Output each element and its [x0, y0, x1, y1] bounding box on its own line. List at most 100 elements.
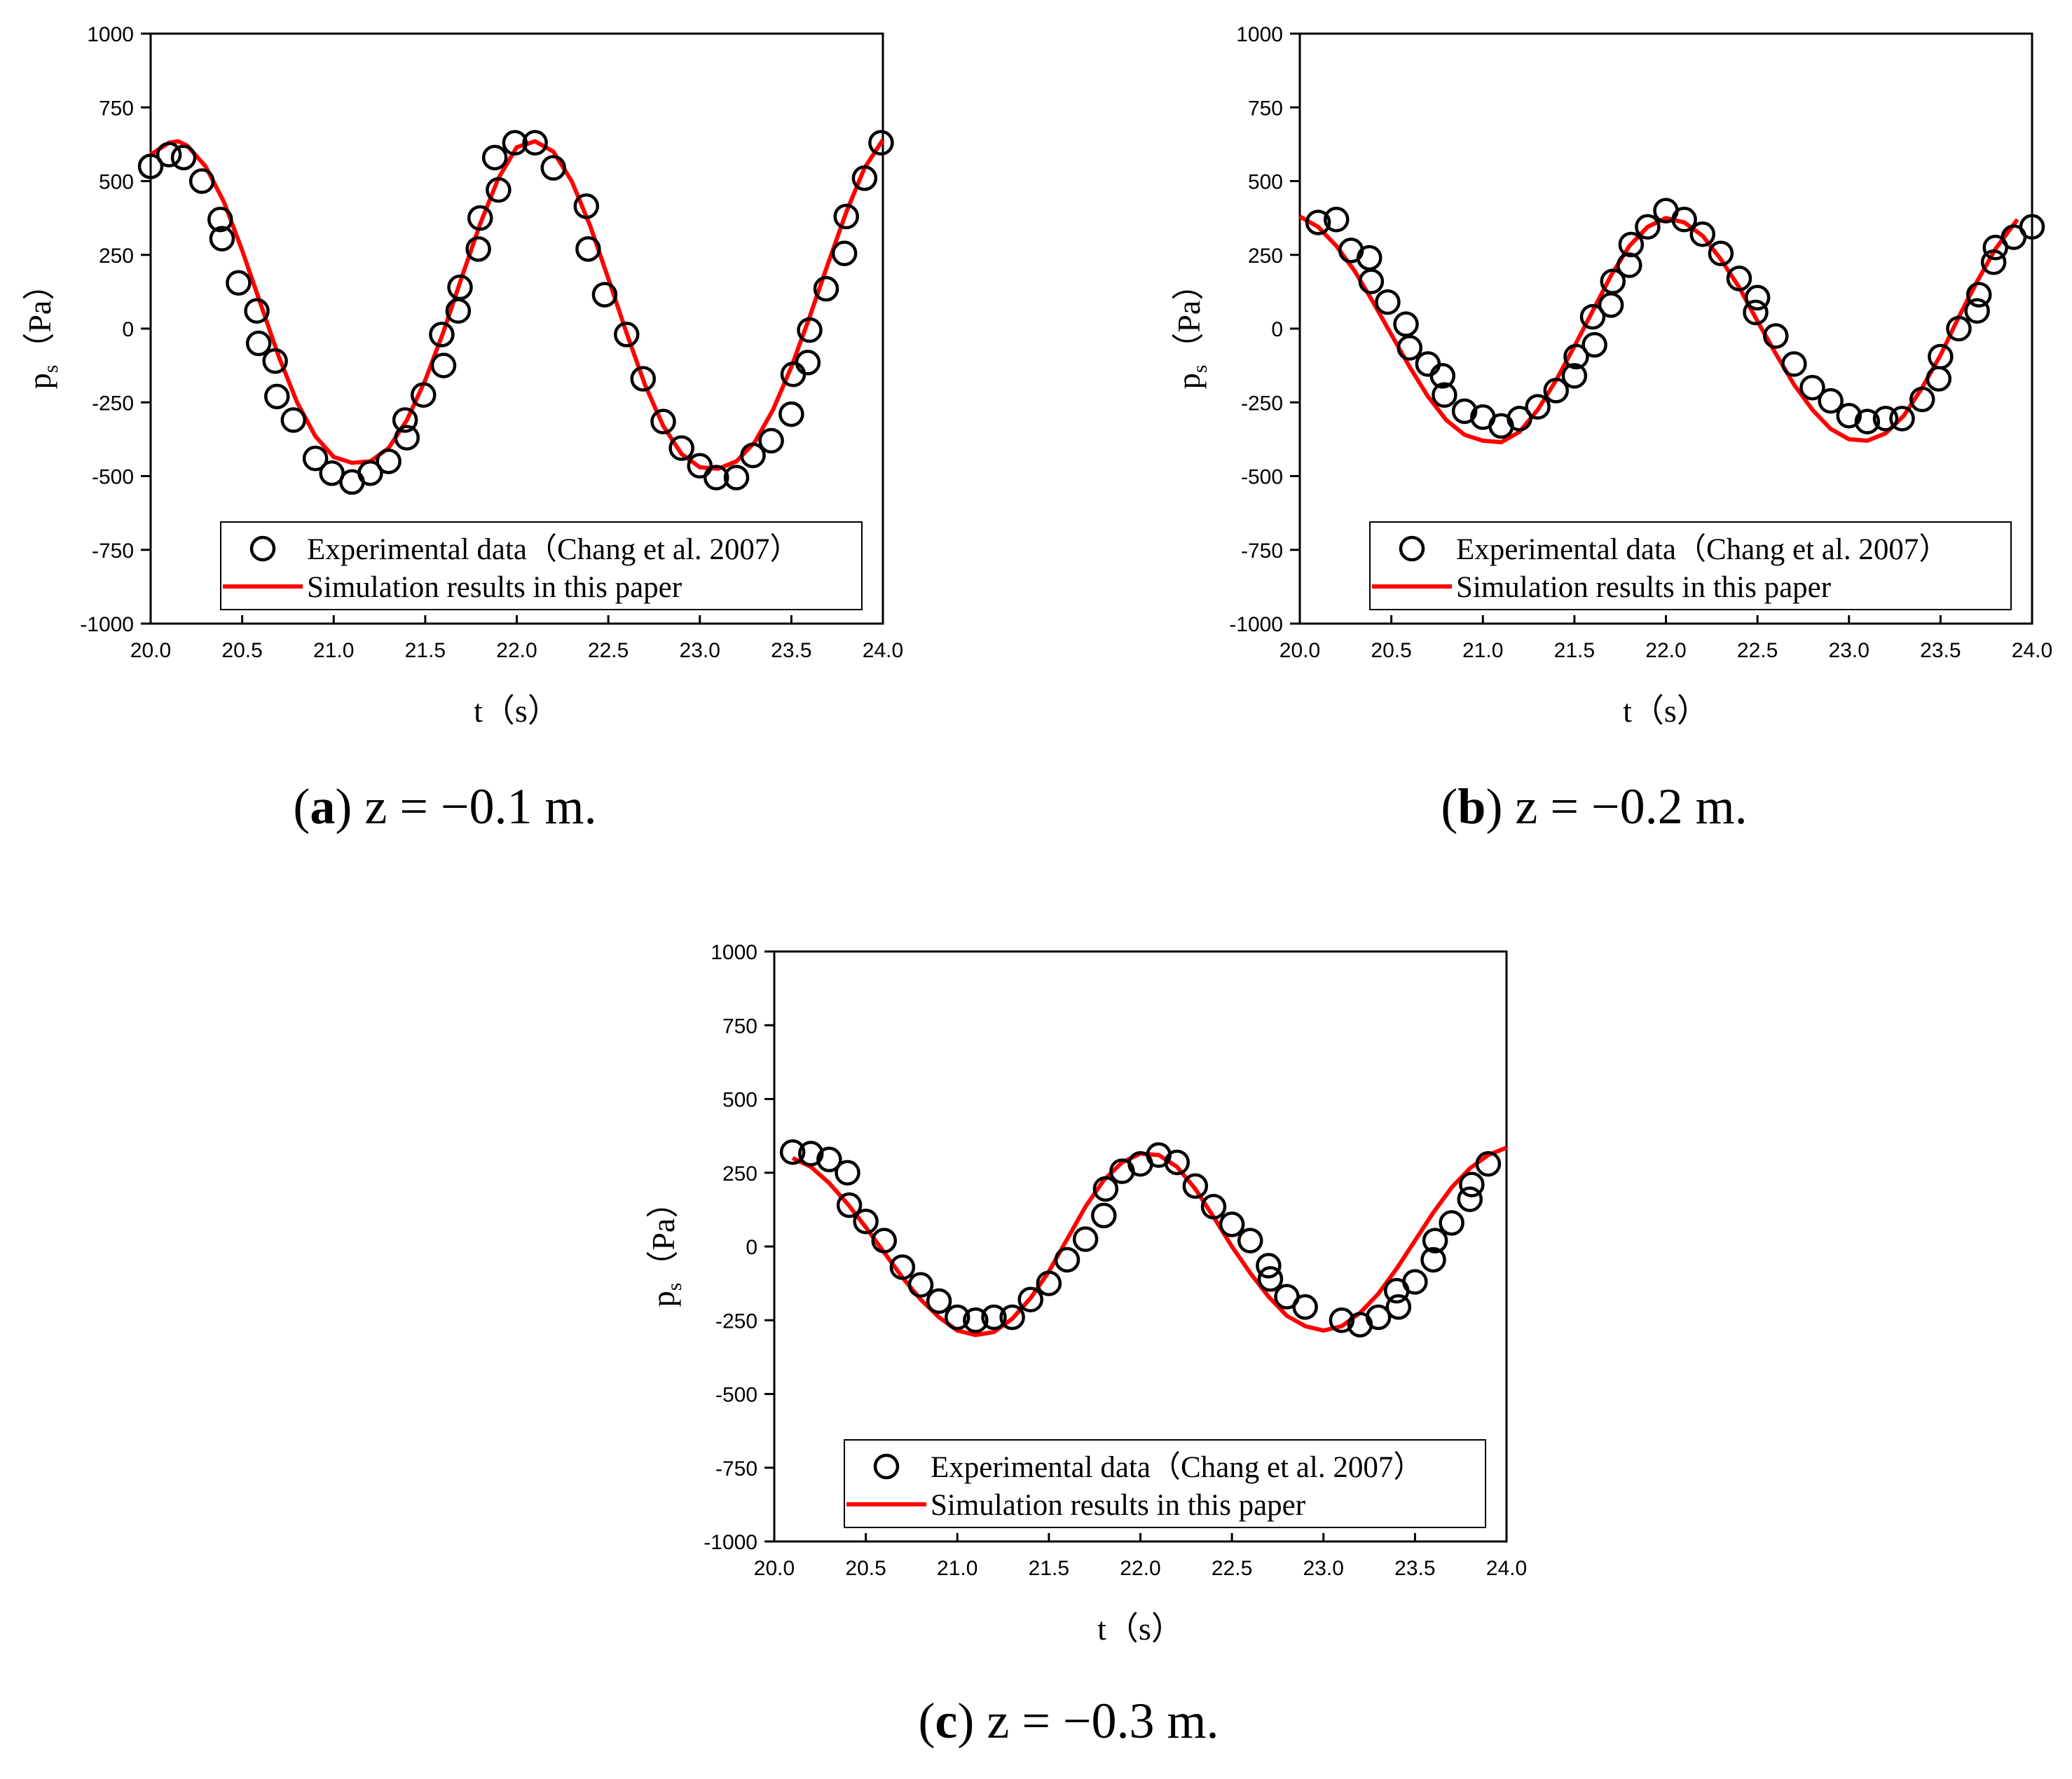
- data-point: [945, 1304, 970, 1331]
- x-tick-label: 22.0: [1120, 1557, 1160, 1580]
- y-tick-label: 500: [1248, 171, 1283, 194]
- data-point: [1909, 386, 1935, 413]
- y-tick-label: -750: [715, 1457, 757, 1481]
- data-point: [1017, 1286, 1043, 1313]
- data-point: [614, 322, 640, 348]
- caption-label: a: [310, 778, 336, 834]
- y-tick-label: 0: [122, 318, 134, 341]
- y-axis-title: ps（Pa）: [22, 268, 62, 390]
- data-point: [798, 1141, 824, 1167]
- data-point: [1598, 292, 1624, 318]
- x-tick-label: 21.0: [937, 1557, 977, 1580]
- legend-label-simulation: Simulation results in this paper: [931, 1489, 1305, 1522]
- y-axis-title: ps（Pa）: [1171, 268, 1212, 390]
- x-tick-label: 24.0: [1486, 1557, 1527, 1580]
- legend-label-experimental: Experimental data（Chang et al. 2007）: [931, 1451, 1423, 1484]
- data-point: [851, 165, 878, 191]
- data-point: [209, 226, 235, 252]
- y-tick-label: 1000: [1236, 23, 1283, 46]
- data-point: [1072, 1226, 1099, 1252]
- data-point: [740, 442, 766, 469]
- data-point: [465, 236, 491, 262]
- x-axis-title: t（s）: [1097, 1611, 1183, 1647]
- data-point: [926, 1288, 952, 1314]
- x-tick-label: 21.5: [405, 639, 446, 662]
- data-point: [226, 270, 252, 296]
- caption-label: c: [935, 1693, 958, 1749]
- data-point: [836, 1192, 863, 1218]
- data-point: [668, 435, 694, 461]
- data-point: [1357, 245, 1383, 271]
- data-point: [486, 177, 512, 203]
- data-point: [1432, 382, 1457, 408]
- data-point: [1457, 1186, 1483, 1212]
- data-point: [1563, 343, 1589, 370]
- x-tick-label: 23.5: [1920, 639, 1961, 662]
- simulation-line: [791, 1146, 1508, 1338]
- data-point: [835, 1160, 860, 1186]
- x-tick-label: 22.0: [1645, 639, 1686, 662]
- y-axis-title-sub: s: [39, 365, 62, 373]
- data-point: [1708, 240, 1734, 266]
- data-point: [1237, 1228, 1263, 1253]
- data-point: [1543, 378, 1569, 404]
- chart-panel-a: 20.0 20.5 21.0 21.5 22.0 22.5 23.0 23.5 24.0 -100…: [0, 0, 903, 743]
- y-tick-label: 250: [99, 245, 134, 268]
- x-tick-label: 24.0: [2012, 639, 2052, 662]
- data-point: [816, 1146, 842, 1173]
- data-point: [1422, 1228, 1448, 1253]
- data-point: [1420, 1246, 1446, 1273]
- data-point: [1200, 1193, 1227, 1220]
- y-axis-title-main: p: [645, 1291, 681, 1307]
- data-point: [1889, 406, 1915, 432]
- data-point: [1091, 1202, 1117, 1229]
- data-point: [963, 1307, 989, 1333]
- data-point: [575, 236, 601, 262]
- data-point: [1092, 1176, 1119, 1202]
- y-tick-label: -500: [92, 466, 134, 489]
- data-point: [1475, 1150, 1502, 1177]
- data-point: [1164, 1149, 1190, 1176]
- data-point: [1459, 1172, 1485, 1197]
- data-point: [833, 203, 859, 230]
- y-tick-label: -1000: [80, 613, 134, 636]
- y-tick-label: -750: [1241, 540, 1283, 563]
- data-point: [1635, 214, 1661, 240]
- data-point: [1818, 387, 1844, 414]
- data-point: [868, 130, 894, 156]
- data-point: [1329, 1307, 1355, 1333]
- data-point: [1358, 268, 1385, 294]
- y-axis-title-sub: s: [1188, 365, 1212, 373]
- data-point: [467, 205, 493, 231]
- data-point: [1617, 252, 1642, 278]
- data-point: [723, 465, 750, 490]
- x-axis-title: t（s）: [474, 693, 560, 729]
- y-tick-label: 250: [1248, 245, 1283, 268]
- data-point: [1402, 1269, 1428, 1295]
- data-point: [188, 168, 215, 194]
- x-tick-label: 20.0: [754, 1557, 795, 1580]
- x-tick-label: 21.0: [1462, 639, 1503, 662]
- data-point: [357, 460, 383, 486]
- data-point: [1292, 1294, 1318, 1320]
- data-point: [1836, 402, 1862, 429]
- data-point: [1257, 1266, 1284, 1292]
- x-tick-label: 21.5: [1029, 1557, 1069, 1580]
- legend-label-experimental: Experimental data（Chang et al. 2007）: [1456, 533, 1949, 566]
- y-tick-label: 750: [722, 1015, 757, 1038]
- data-point: [1854, 408, 1881, 434]
- caption-c: (c) z = −0.3 m.: [918, 1693, 1219, 1749]
- data-point: [245, 330, 272, 357]
- data-point: [280, 407, 307, 433]
- y-tick-label: 0: [1271, 318, 1283, 341]
- data-point: [999, 1304, 1025, 1331]
- x-tick-label: 23.0: [1303, 1557, 1344, 1580]
- data-point: [376, 448, 402, 474]
- x-tick-label: 21.5: [1554, 639, 1595, 662]
- simulation-line: [149, 138, 885, 471]
- x-tick-label: 24.0: [863, 639, 903, 662]
- legend-box: [1369, 521, 2012, 610]
- data-point: [1525, 394, 1551, 420]
- data-point: [1415, 351, 1441, 377]
- caption-label: b: [1457, 778, 1486, 834]
